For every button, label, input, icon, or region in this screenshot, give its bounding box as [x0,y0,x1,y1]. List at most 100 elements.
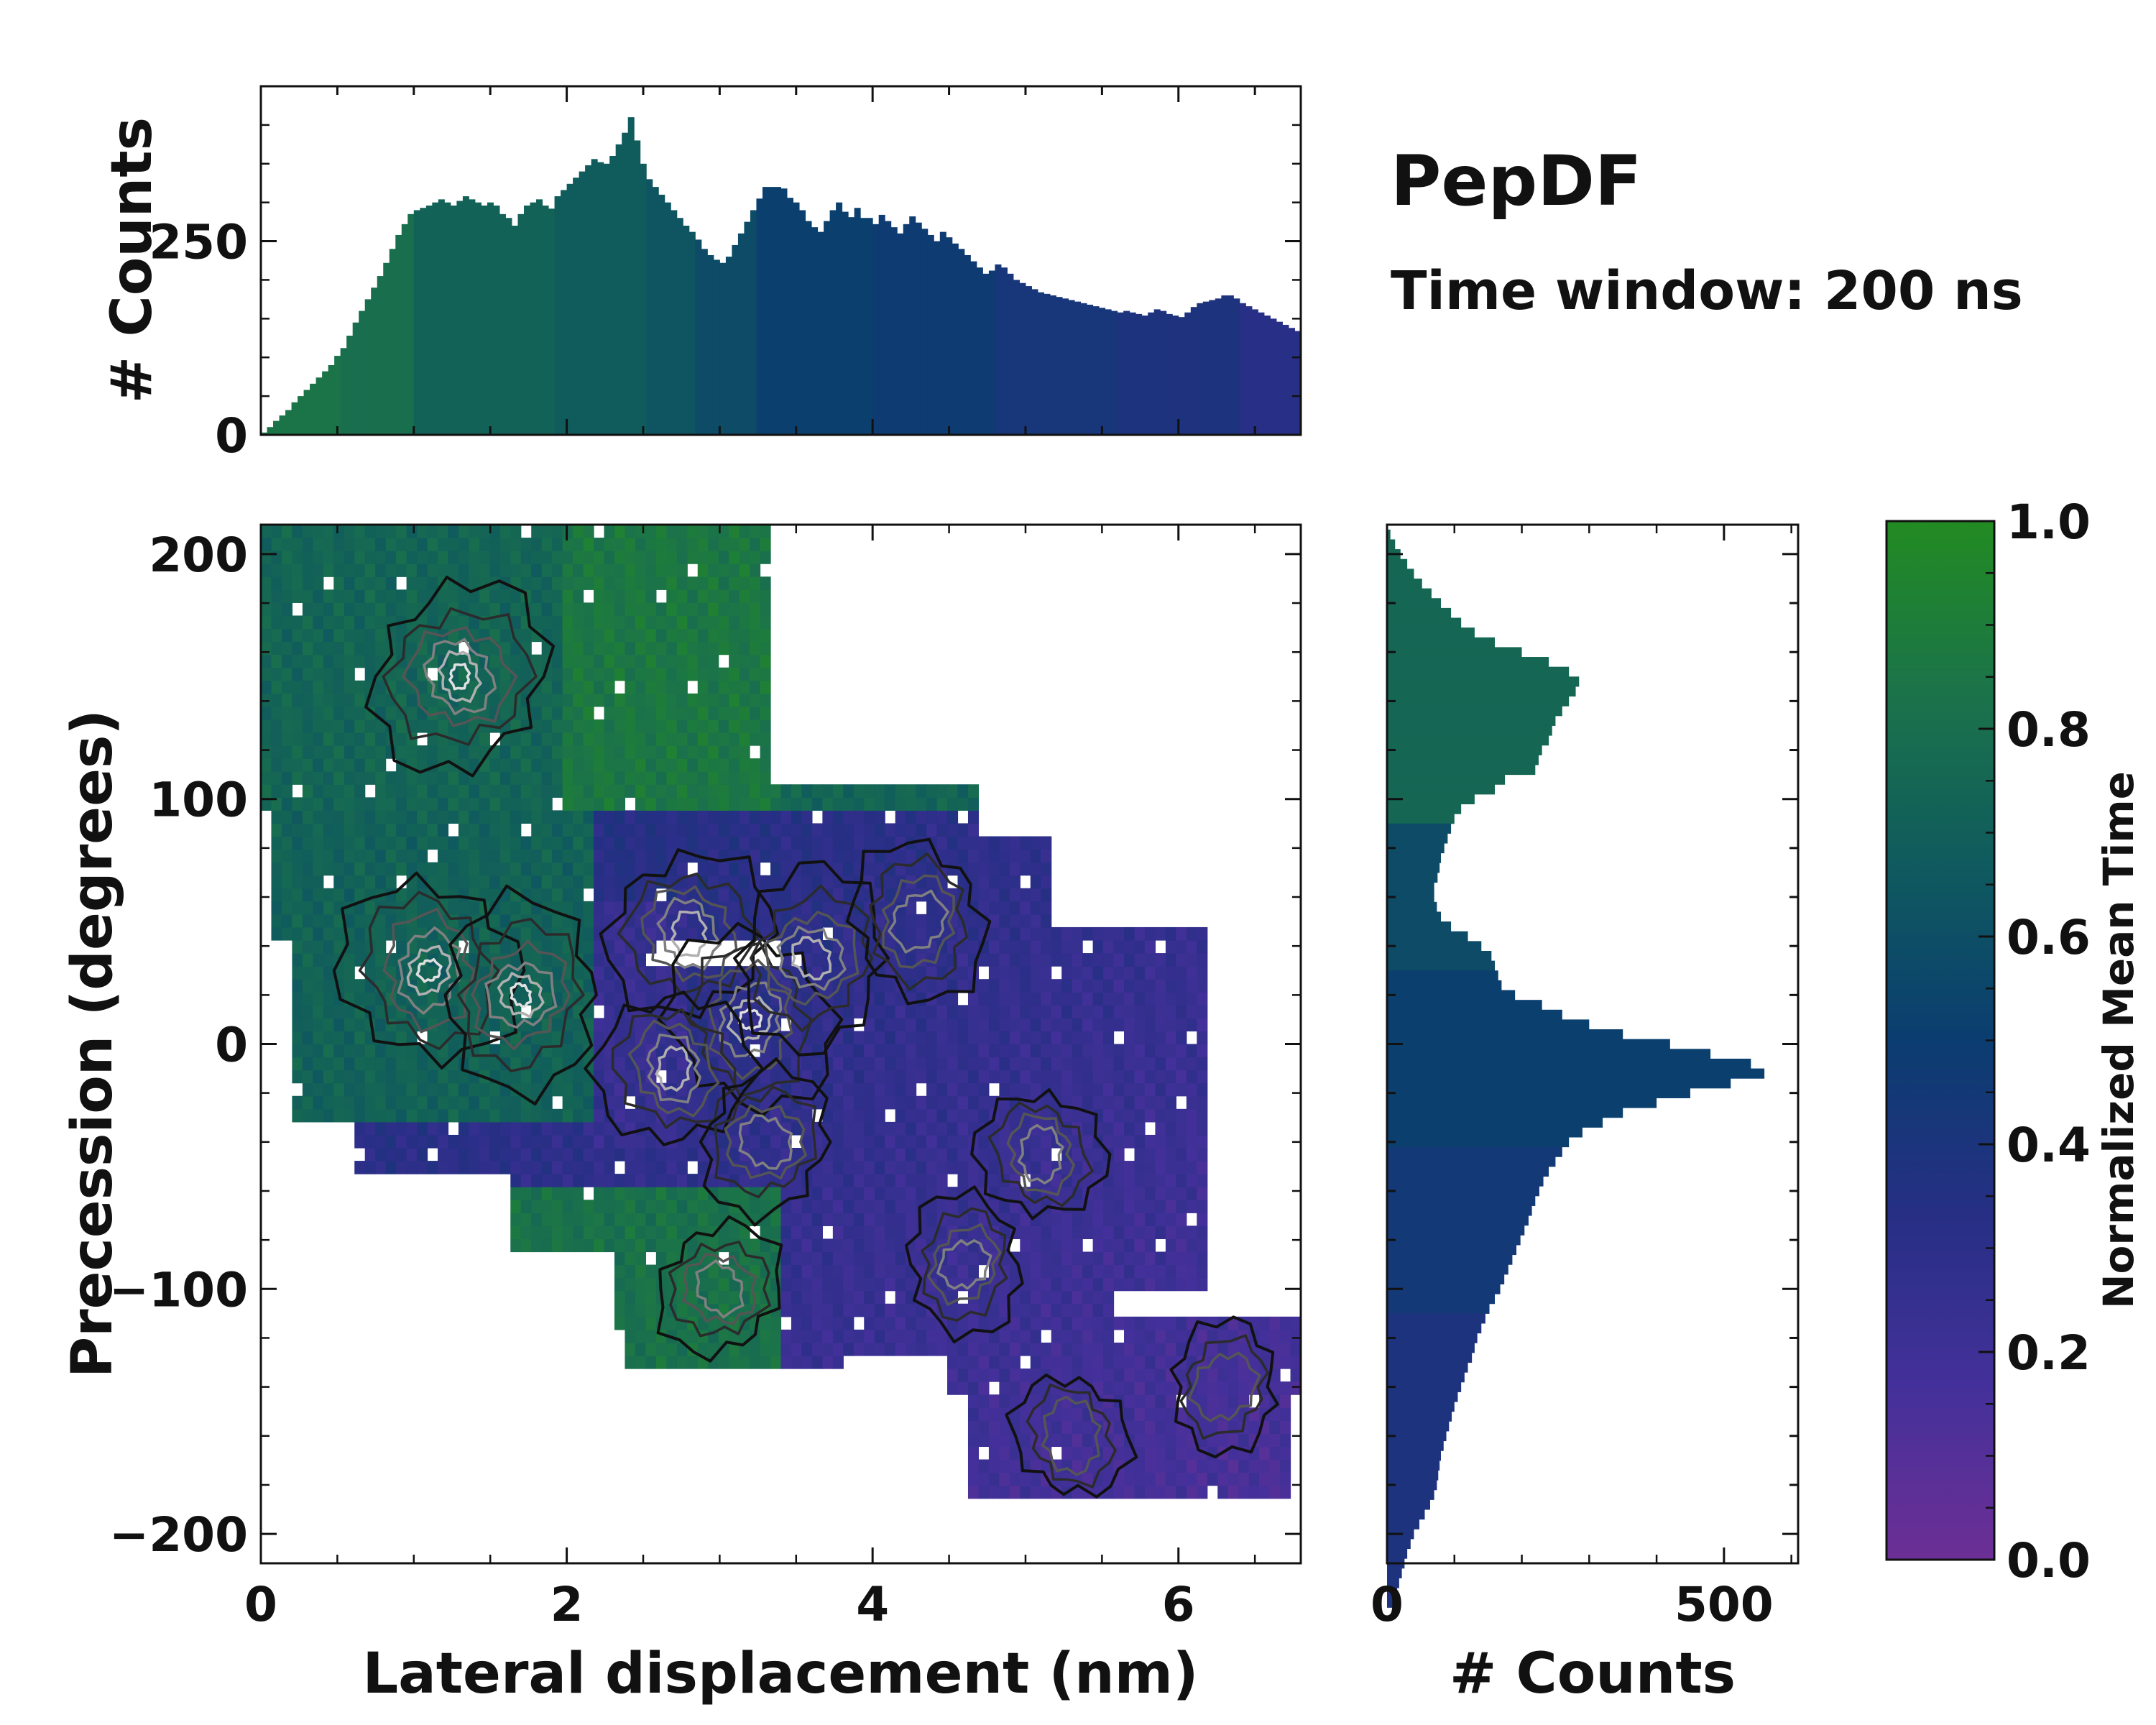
heatmap-cell [832,784,844,798]
heatmap-cell [520,1121,532,1136]
heatmap-cell [926,1329,938,1343]
heatmap-cell [1165,1329,1176,1343]
heatmap-cell [947,1187,959,1200]
heatmap-cell [1155,1018,1166,1032]
heatmap-cell [1155,1095,1166,1110]
top-histogram-bar [456,201,464,435]
heatmap-cell [375,1070,387,1084]
heatmap-cell [1197,1070,1208,1084]
heatmap-cell [604,641,615,656]
heatmap-cell [333,758,345,772]
heatmap-cell [313,538,324,551]
heatmap-cell [375,875,387,889]
heatmap-cell [770,1187,782,1200]
heatmap-cell [718,538,729,551]
heatmap-cell [718,1070,729,1084]
heatmap-cell [718,758,729,772]
heatmap-cell [916,1095,927,1110]
heatmap-cell [1197,979,1208,993]
heatmap-cell [780,1187,792,1200]
heatmap-cell [947,797,959,811]
heatmap-cell [396,836,407,850]
heatmap-cell [1072,926,1083,941]
heatmap-cell [676,1200,688,1213]
heatmap-cell [791,810,803,824]
heatmap-cell [573,888,584,902]
heatmap-cell [1124,1238,1135,1253]
heatmap-cell [1144,1329,1156,1343]
heatmap-cell [1134,1018,1146,1032]
heatmap-cell [594,1174,605,1187]
heatmap-cell [655,1108,667,1123]
heatmap-cell [853,1148,865,1162]
heatmap-cell [1124,1031,1135,1045]
top-histogram-bar [573,178,580,435]
heatmap-cell [999,1082,1010,1097]
heatmap-cell [354,693,366,707]
heatmap-cell [333,693,345,707]
heatmap-cell [614,576,626,590]
heatmap-cell [469,1095,480,1110]
heatmap-cell [1030,1057,1041,1071]
heatmap-cell [1072,1342,1083,1356]
heatmap-cell [1144,953,1156,967]
heatmap-cell [978,992,990,1006]
heatmap-cell [458,797,469,811]
heatmap-cell [1144,1095,1156,1110]
heatmap-cell [479,953,490,967]
heatmap-cell [583,1238,594,1253]
heatmap-cell [999,901,1010,915]
heatmap-cell [1061,1018,1073,1032]
heatmap-cell [988,1407,1000,1421]
heatmap-cell [926,810,938,824]
heatmap-cell [385,1161,397,1174]
x-tick-label: 0 [244,1577,277,1632]
heatmap-cell [1144,1472,1156,1486]
heatmap-cell [770,1356,782,1369]
heatmap-cell [1155,1174,1166,1187]
heatmap-cell [1113,1238,1125,1253]
heatmap-cell [562,602,573,617]
heatmap-cell [354,940,366,954]
heatmap-cell [635,576,646,590]
heatmap-cell [1134,1407,1146,1421]
heatmap-cell [947,1044,959,1058]
heatmap-cell [1176,1108,1187,1123]
heatmap-cell [916,1005,927,1018]
heatmap-cell [874,979,885,993]
heatmap-cell [999,888,1010,902]
heatmap-cell [811,784,823,798]
heatmap-cell [655,1342,667,1356]
right-histogram-bar [1387,921,1452,932]
heatmap-cell [583,693,594,707]
heatmap-cell [354,797,366,811]
heatmap-cell [780,823,792,837]
heatmap-cell [552,538,563,551]
heatmap-cell [885,1134,896,1149]
y-tick-label: −200 [109,1507,248,1563]
heatmap-cell [1051,992,1062,1006]
heatmap-cell [853,784,865,798]
heatmap-cell [333,926,345,941]
heatmap-cell [967,1005,980,1018]
heatmap-cell [1165,1472,1176,1486]
heatmap-cell [999,1121,1010,1136]
heatmap-cell [354,823,366,837]
heatmap-cell [614,1174,626,1187]
heatmap-cell [1155,966,1166,980]
top-histogram-bar [407,213,415,435]
heatmap-cell [333,1070,345,1084]
heatmap-cell [1092,1316,1104,1330]
heatmap-cell [750,797,761,811]
heatmap-cell [687,758,699,772]
heatmap-cell [635,667,646,681]
heatmap-cell [1176,1329,1187,1343]
heatmap-cell [562,719,573,733]
heatmap-cell [417,1044,428,1058]
heatmap-cell [385,706,397,720]
heatmap-cell [1061,1238,1073,1253]
heatmap-cell [760,784,771,798]
heatmap-cell [313,888,324,902]
heatmap-cell [1103,1108,1115,1123]
heatmap-cell [1030,888,1041,902]
